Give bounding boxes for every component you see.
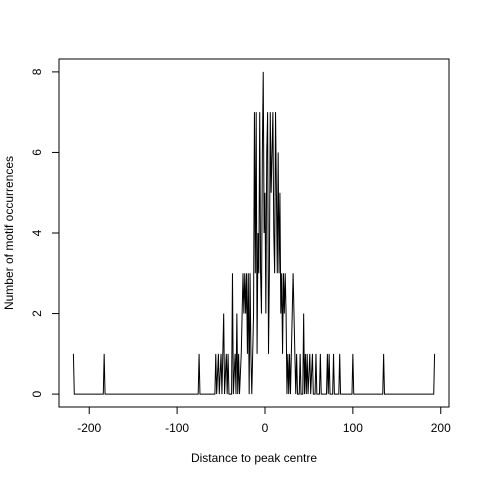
y-axis-label: Number of motif occurrences: [2, 156, 16, 310]
y-tick-label: 0: [30, 390, 44, 397]
x-tick-label: 0: [262, 421, 269, 435]
x-tick-label: -200: [77, 421, 101, 435]
x-tick-label: 200: [431, 421, 451, 435]
x-tick-label: 100: [343, 421, 363, 435]
data-line: [72, 71, 436, 395]
y-tick-label: 4: [30, 229, 44, 236]
x-tick-label: -100: [165, 421, 189, 435]
x-axis-label: Distance to peak centre: [191, 451, 317, 465]
y-tick-label: 6: [30, 149, 44, 156]
y-tick-label: 8: [30, 68, 44, 75]
y-tick-label: 2: [30, 310, 44, 317]
